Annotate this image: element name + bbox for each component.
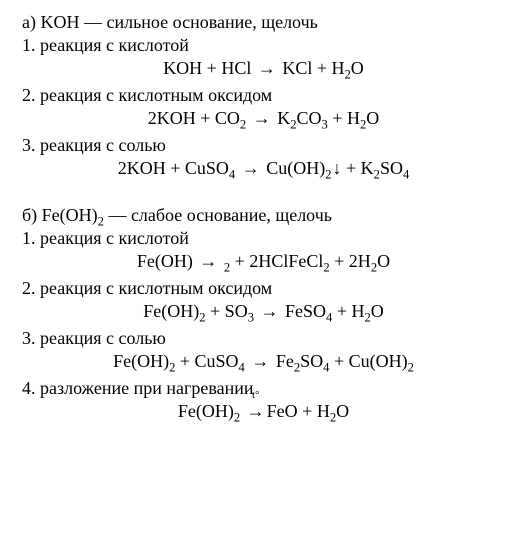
subscript: 2 bbox=[364, 311, 370, 325]
subscript: 3 bbox=[322, 118, 328, 132]
b-item-1-label: 1. реакция с кислотой bbox=[22, 228, 505, 249]
subscript: 2 bbox=[294, 361, 300, 375]
subscript: 2 bbox=[169, 361, 175, 375]
b-item-3-label: 3. реакция с солью bbox=[22, 328, 505, 349]
subscript: 2 bbox=[374, 168, 380, 182]
subscript: 4 bbox=[323, 361, 329, 375]
subscript: 2 bbox=[371, 261, 377, 275]
subscript: 4 bbox=[239, 361, 245, 375]
arrow-glyph: → bbox=[193, 251, 224, 271]
section-gap bbox=[22, 185, 505, 203]
subscript: 4 bbox=[326, 311, 332, 325]
a-item-3-label: 3. реакция с солью bbox=[22, 135, 505, 156]
dash-glyph: — bbox=[84, 12, 102, 32]
a-item-3-equation: 2KOH + CuSO4 → Cu(OH)2↓ + K2SO4 bbox=[22, 158, 505, 179]
section-b-header-rest: слабое основание, щелочь bbox=[131, 205, 332, 225]
b-item-4-label: 4. разложение при нагревании bbox=[22, 378, 505, 399]
arrow-glyph: → bbox=[235, 158, 266, 178]
subscript: 2 bbox=[325, 168, 331, 182]
subscript: 2 bbox=[408, 361, 414, 375]
a-item-1-equation: KOH + HCl → KCl + H2O bbox=[22, 58, 505, 79]
subscript: 2 bbox=[290, 118, 296, 132]
subscript: 2 bbox=[234, 411, 240, 425]
b-item-3-equation: Fe(OH)2 + CuSO4 → Fe2SO4 + Cu(OH)2 bbox=[22, 351, 505, 372]
heat-arrow: t° → bbox=[245, 401, 267, 422]
section-a-header-prefix: а) KOH bbox=[22, 12, 79, 32]
arrow-glyph: → bbox=[245, 351, 276, 371]
subscript: 2 bbox=[330, 411, 336, 425]
section-b-header-sub: 2 bbox=[98, 215, 104, 229]
section-a-header-rest: сильное основание, щелочь bbox=[106, 12, 317, 32]
subscript: 2 bbox=[199, 311, 205, 325]
section-b-header-prefix: б) Fe(OH) bbox=[22, 205, 98, 225]
a-item-2-equation: 2KOH + CO2 → K2CO3 + H2O bbox=[22, 108, 505, 129]
subscript: 2 bbox=[224, 261, 230, 275]
subscript: 2 bbox=[360, 118, 366, 132]
section-b-header: б) Fe(OH)2 — слабое основание, щелочь bbox=[22, 205, 505, 226]
arrow-glyph: → bbox=[254, 301, 285, 321]
a-item-1-label: 1. реакция с кислотой bbox=[22, 35, 505, 56]
subscript: 2 bbox=[323, 261, 329, 275]
dash-glyph: — bbox=[108, 205, 126, 225]
b-item-2-equation: Fe(OH)2 + SO3 → FeSO4 + H2O bbox=[22, 301, 505, 322]
subscript: 2 bbox=[345, 68, 351, 82]
arrow-glyph: → bbox=[246, 108, 277, 128]
arrow-glyph: → bbox=[251, 58, 282, 78]
b-item-1-equation: Fe(OH) → 2 + 2HClFeCl2 + 2H2O bbox=[22, 251, 505, 272]
subscript: 4 bbox=[403, 168, 409, 182]
page: а) KOH — сильное основание, щелочь 1. ре… bbox=[0, 0, 519, 438]
b-item-2-label: 2. реакция с кислотным оксидом bbox=[22, 278, 505, 299]
b-item-4-equation: Fe(OH)2 t° → FeO + H2O bbox=[22, 401, 505, 422]
a-item-2-label: 2. реакция с кислотным оксидом bbox=[22, 85, 505, 106]
precipitate-down-arrow: ↓ bbox=[332, 158, 342, 178]
section-a-header: а) KOH — сильное основание, щелочь bbox=[22, 12, 505, 33]
